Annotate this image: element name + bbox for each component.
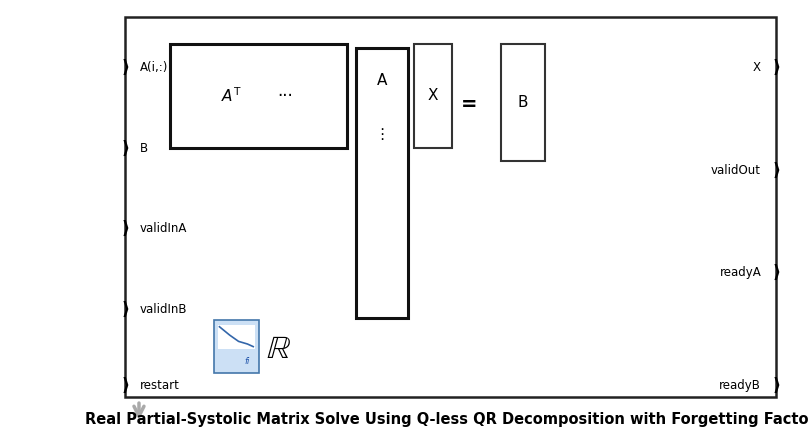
Text: X: X (428, 89, 438, 103)
Text: validOut: validOut (711, 164, 761, 177)
Text: $\mathbf{\rangle}$: $\mathbf{\rangle}$ (772, 58, 780, 77)
Bar (214, 320, 259, 373)
Text: readyA: readyA (719, 266, 761, 279)
Text: $\mathbf{\rangle}$: $\mathbf{\rangle}$ (121, 139, 129, 158)
Text: $\mathbf{\rangle}$: $\mathbf{\rangle}$ (121, 219, 129, 238)
Text: A: A (377, 73, 387, 88)
Bar (170, 44, 347, 148)
Bar (414, 44, 452, 148)
Bar (217, 325, 255, 349)
Text: B: B (140, 142, 148, 155)
Text: ···: ··· (277, 87, 293, 105)
Text: readyB: readyB (719, 379, 761, 392)
Text: validInB: validInB (140, 303, 187, 316)
Text: $\mathbf{\rangle}$: $\mathbf{\rangle}$ (772, 263, 780, 282)
Text: B: B (518, 95, 528, 110)
Text: Real Partial-Systolic Matrix Solve Using Q-less QR Decomposition with Forgetting: Real Partial-Systolic Matrix Solve Using… (85, 412, 808, 427)
Text: $\mathbf{\rangle}$: $\mathbf{\rangle}$ (772, 376, 780, 395)
Text: $\mathbb{R}$: $\mathbb{R}$ (267, 332, 291, 365)
Text: ⋮: ⋮ (374, 127, 389, 142)
Text: $\mathbf{\rangle}$: $\mathbf{\rangle}$ (121, 300, 129, 319)
Bar (125, 17, 776, 397)
Text: A(i,:): A(i,:) (140, 61, 168, 74)
Bar (356, 48, 408, 318)
Text: =: = (461, 95, 477, 114)
Text: $\mathbf{\rangle}$: $\mathbf{\rangle}$ (121, 376, 129, 395)
Text: restart: restart (140, 379, 179, 392)
Text: $A^{\sf T}$: $A^{\sf T}$ (221, 87, 242, 105)
Bar (501, 44, 545, 161)
Text: validInA: validInA (140, 222, 187, 235)
Text: $\mathbf{\rangle}$: $\mathbf{\rangle}$ (121, 58, 129, 77)
Text: $\mathbf{\rangle}$: $\mathbf{\rangle}$ (772, 160, 780, 180)
Text: fi: fi (245, 357, 250, 366)
Text: X: X (753, 61, 761, 74)
